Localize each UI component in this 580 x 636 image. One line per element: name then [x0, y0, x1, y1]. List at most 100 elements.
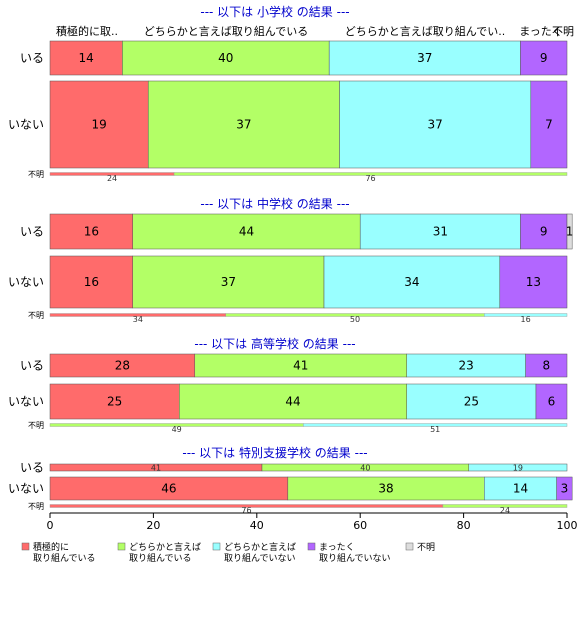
humei-data-label: 51	[430, 425, 440, 434]
humei-label: 不明	[28, 421, 44, 430]
row-label: いない	[8, 482, 44, 496]
bar-segment	[566, 213, 573, 250]
humei-data-label: 16	[521, 315, 531, 324]
panel-title: --- 以下は 特別支援学校 の結果 ---	[182, 445, 367, 460]
legend-label: 取り組んでいる	[33, 552, 96, 564]
x-tick-label: 20	[146, 519, 160, 532]
humei-label: 不明	[28, 502, 44, 511]
data-label: 16	[84, 275, 99, 289]
x-tick-label: 60	[353, 519, 367, 532]
data-label: 40	[218, 51, 233, 65]
humei-data-label: 24	[107, 174, 117, 183]
bar-segment	[49, 255, 133, 309]
data-label: 9	[540, 51, 548, 65]
row-label: いない	[8, 395, 44, 409]
data-label: 44	[285, 395, 300, 409]
legend: 積極的に取り組んでいるどちらかと言えば取り組んでいるどちらかと言えば取り組んでい…	[21, 541, 435, 564]
data-label: 16	[84, 225, 99, 239]
column-header-4: 不明	[552, 25, 574, 38]
bar-segment	[359, 213, 521, 250]
data-label: 40	[360, 464, 370, 473]
data-label: 37	[221, 275, 236, 289]
row-label: いる	[20, 359, 44, 373]
humei-data-label: 76	[365, 174, 375, 183]
humei-segment	[442, 504, 568, 508]
column-header-3: まったく	[519, 25, 563, 38]
bar-segment	[179, 383, 407, 420]
bar-segment	[49, 40, 123, 76]
data-label: 14	[513, 482, 528, 496]
column-header-0: 積極的に取..	[56, 24, 118, 38]
bar-segment	[520, 40, 568, 76]
legend-label: 取り組んでいない	[224, 552, 296, 564]
bar-segment	[323, 255, 501, 309]
bar-segment	[556, 476, 573, 501]
x-tick-label: 40	[250, 519, 264, 532]
bar-segment	[122, 40, 330, 76]
legend-swatch	[117, 542, 126, 551]
x-tick-label: 100	[557, 519, 578, 532]
bar-segment	[468, 463, 568, 472]
legend-label: どちらかと言えば	[224, 541, 296, 553]
data-label: 38	[378, 482, 393, 496]
data-label: 7	[545, 118, 553, 132]
panel-title: --- 以下は 中学校 の結果 ---	[200, 196, 349, 211]
humei-data-label: 24	[500, 506, 510, 515]
legend-swatch	[307, 542, 316, 551]
x-tick-label: 80	[457, 519, 471, 532]
humei-label: 不明	[28, 170, 44, 179]
bar-segment	[328, 40, 521, 76]
data-label: 1	[566, 225, 574, 239]
panel-2: --- 以下は 高等学校 の結果 --- いる 28 41 23 8 いない 25 44 25 6 不…	[8, 336, 568, 434]
row-label: いない	[8, 275, 44, 289]
panel-1: --- 以下は 中学校 の結果 --- いる 16 44 31 9 1 いない 16 37 34 13…	[8, 196, 573, 324]
bar-segment	[499, 255, 568, 309]
data-label: 14	[79, 51, 94, 65]
bar-segment	[49, 383, 180, 420]
data-label: 37	[236, 118, 251, 132]
legend-label: 積極的に	[33, 541, 69, 553]
data-label: 13	[526, 275, 541, 289]
row-label: いる	[20, 225, 44, 239]
data-label: 44	[239, 225, 254, 239]
humei-label: 不明	[28, 311, 44, 320]
humei-segment	[173, 172, 568, 176]
data-label: 46	[161, 482, 176, 496]
row-label: いる	[20, 51, 44, 65]
panel-3: --- 以下は 特別支援学校 の結果 --- いる 41 40 19 いない 46 38 14 3…	[8, 445, 573, 515]
data-label: 23	[459, 359, 474, 373]
bar-segment	[525, 353, 568, 378]
bar-segment	[49, 80, 149, 169]
panel-title: --- 以下は 小学校 の結果 ---	[200, 4, 349, 19]
data-label: 41	[151, 464, 161, 473]
bar-segment	[406, 383, 537, 420]
humei-data-label: 76	[241, 506, 251, 515]
x-axis: 0 20 40 60 80 100	[47, 512, 578, 532]
bar-segment	[530, 80, 568, 169]
row-label: いない	[8, 118, 44, 132]
data-label: 6	[548, 395, 556, 409]
humei-data-label: 50	[350, 315, 360, 324]
bar-segment	[520, 213, 568, 250]
data-label: 41	[293, 359, 308, 373]
humei-data-label: 49	[172, 425, 182, 434]
legend-label: まったく	[319, 542, 355, 553]
bar-segment	[49, 213, 133, 250]
data-label: 25	[107, 395, 122, 409]
data-label: 28	[115, 359, 130, 373]
data-label: 19	[91, 118, 106, 132]
data-label: 3	[561, 482, 569, 496]
column-header-1: どちらかと言えば取り組んでいる	[144, 25, 308, 38]
bar-segment	[132, 255, 325, 309]
legend-swatch	[405, 542, 414, 551]
legend-swatch	[212, 542, 221, 551]
legend-label: 不明	[417, 542, 435, 553]
data-label: 8	[542, 359, 550, 373]
humei-segment	[303, 423, 568, 427]
humei-data-label: 34	[133, 315, 143, 324]
data-label: 34	[404, 275, 419, 289]
data-label: 37	[428, 118, 443, 132]
data-label: 9	[540, 225, 548, 239]
panel-title: --- 以下は 高等学校 の結果 ---	[194, 336, 355, 351]
